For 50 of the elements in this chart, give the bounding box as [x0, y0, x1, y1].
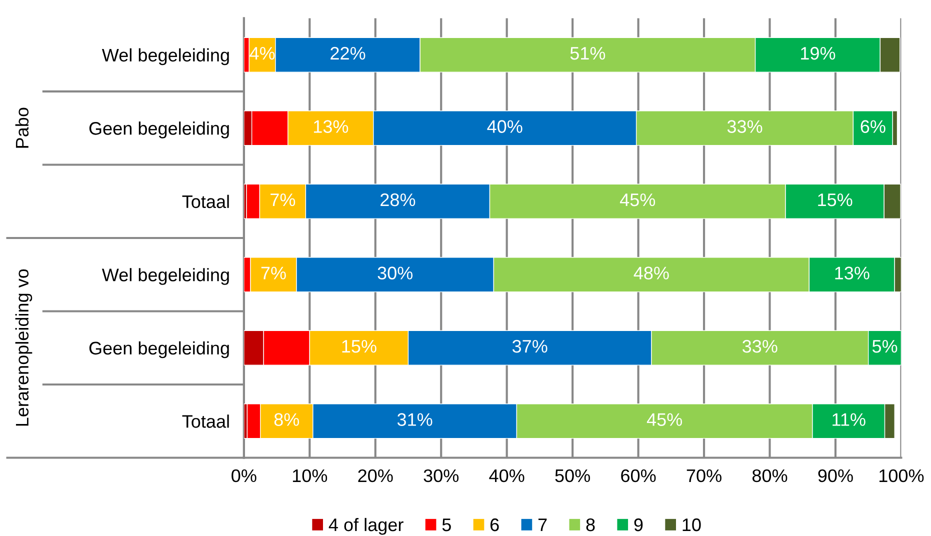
- y-tick-label: Geen begeleiding: [89, 122, 229, 138]
- legend-label: 8: [586, 518, 595, 532]
- legend-label: 7: [538, 518, 547, 532]
- x-tick-label: 80%: [752, 469, 788, 482]
- data-label: 19%: [801, 46, 836, 60]
- y-tick-label: Wel begeleiding: [102, 48, 229, 66]
- data-label: 11%: [832, 413, 866, 426]
- data-label: 5%: [872, 340, 898, 353]
- data-label: 33%: [742, 340, 778, 353]
- x-tick-label: 100%: [879, 469, 924, 482]
- data-label: 28%: [380, 193, 416, 206]
- data-label: 6%: [860, 120, 886, 133]
- x-tick-label: 20%: [358, 469, 393, 482]
- data-label: 45%: [646, 413, 682, 426]
- data-label: 15%: [342, 340, 376, 353]
- data-label: 45%: [620, 194, 656, 206]
- data-label: 30%: [378, 266, 413, 280]
- x-tick-label: 70%: [686, 469, 722, 482]
- x-tick-label: 50%: [555, 469, 590, 482]
- legend-label: 6: [490, 518, 499, 532]
- text: Lerarenopleiding vo: [15, 269, 32, 426]
- data-label: 13%: [835, 266, 870, 280]
- x-tick-label: 30%: [424, 469, 459, 482]
- data-label: 31%: [397, 413, 432, 426]
- data-label: 13%: [314, 120, 348, 133]
- data-label: 51%: [570, 46, 606, 60]
- x-tick-label: 40%: [489, 469, 524, 482]
- data-label: 48%: [634, 266, 669, 280]
- data-label: 33%: [727, 120, 762, 133]
- y-tick-label: Totaal: [182, 414, 229, 428]
- y-tick-label: Totaal: [182, 194, 229, 208]
- data-label: 22%: [330, 46, 366, 60]
- data-label: 40%: [487, 120, 522, 133]
- data-label: 4%: [250, 46, 275, 60]
- x-tick-label: 90%: [818, 469, 853, 482]
- data-label: 7%: [270, 194, 296, 206]
- y-tick-label: Geen begeleiding: [89, 341, 229, 358]
- legend-label: 9: [634, 518, 643, 532]
- legend-label: 10: [682, 518, 701, 532]
- legend-label: 5: [442, 518, 451, 532]
- x-tick-label: 60%: [621, 469, 656, 482]
- x-tick-label: 0%: [232, 469, 256, 482]
- legend-label: 4 of lager: [328, 518, 404, 535]
- data-label: 8%: [274, 413, 300, 426]
- data-label: 15%: [818, 194, 852, 206]
- text: Pabo: [15, 108, 29, 148]
- data-label: 37%: [512, 340, 548, 353]
- x-tick-label: 10%: [292, 469, 328, 482]
- data-label: 7%: [261, 266, 286, 280]
- y-tick-label: Wel begeleiding: [102, 268, 229, 285]
